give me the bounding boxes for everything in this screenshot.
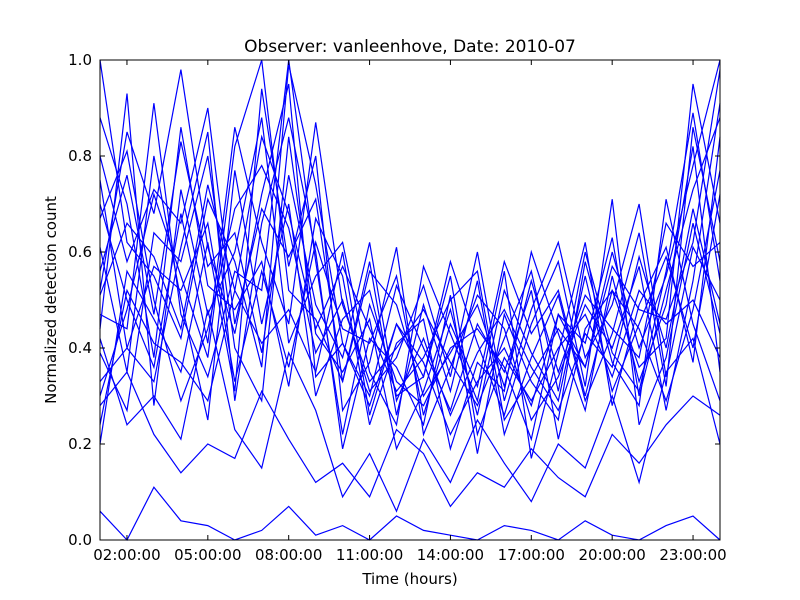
series-line-10 — [99, 149, 721, 403]
x-tick-label: 23:00:00 — [659, 546, 726, 564]
series-line-18 — [99, 170, 721, 416]
y-tick-label: 0.6 — [68, 243, 92, 261]
series-line-3 — [99, 117, 721, 454]
y-axis-label: Normalized detection count — [42, 196, 60, 404]
series-line-20 — [99, 69, 721, 422]
series-line-12 — [99, 486, 721, 542]
plot-frame — [99, 59, 721, 541]
series-line-6 — [99, 155, 721, 426]
series-lines — [99, 59, 721, 542]
x-tick-label: 08:00:00 — [255, 546, 322, 564]
x-axis-label: Time (hours) — [361, 570, 457, 588]
y-tick-label: 0.0 — [68, 531, 92, 549]
x-tick-label: 20:00:00 — [578, 546, 645, 564]
series-line-16 — [99, 107, 721, 398]
chart-title: Observer: vanleenhove, Date: 2010-07 — [244, 37, 576, 57]
x-tick-label: 14:00:00 — [417, 546, 484, 564]
x-tick-label: 05:00:00 — [174, 546, 241, 564]
series-line-13 — [99, 370, 721, 508]
series-line-14 — [99, 309, 721, 513]
series-line-2 — [99, 59, 721, 437]
series-line-4 — [99, 59, 721, 440]
y-axis-ticks: 0.0 0.2 0.4 0.6 0.8 1.0 — [68, 51, 720, 549]
x-tick-label: 17:00:00 — [498, 546, 565, 564]
series-line-8 — [99, 117, 721, 452]
series-line-17 — [99, 141, 721, 417]
y-tick-label: 0.4 — [68, 339, 92, 357]
series-line-19 — [99, 112, 721, 407]
y-tick-label: 1.0 — [68, 51, 92, 69]
x-tick-label: 11:00:00 — [336, 546, 403, 564]
series-line-11 — [99, 59, 721, 442]
x-axis-ticks: 02:00:00 05:00:00 08:00:00 11:00:00 14:00:00… — [93, 60, 727, 564]
y-tick-label: 0.2 — [68, 435, 92, 453]
x-tick-label: 02:00:00 — [93, 546, 160, 564]
series-line-9 — [99, 136, 721, 451]
y-tick-label: 0.8 — [68, 147, 92, 165]
